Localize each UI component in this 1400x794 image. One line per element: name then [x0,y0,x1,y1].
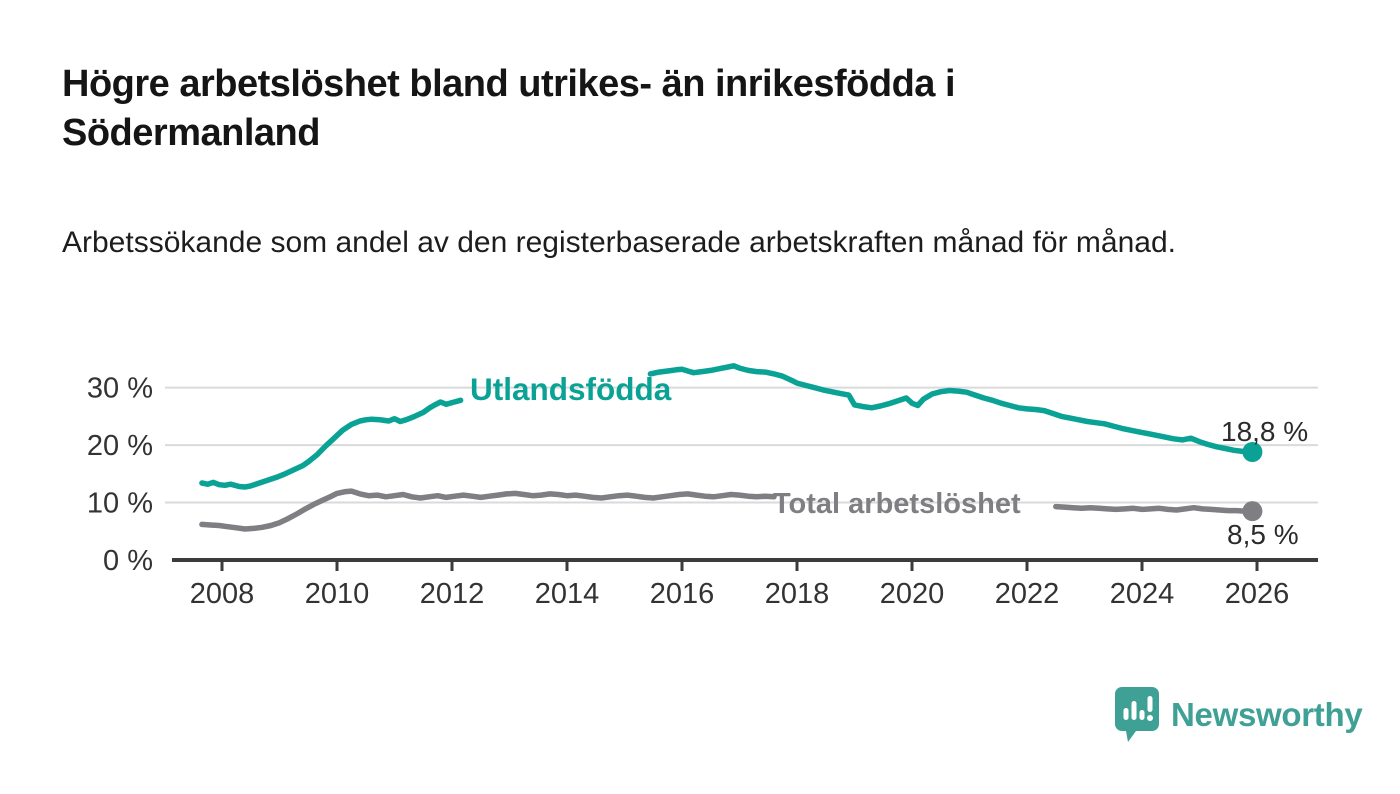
line-utlandsfodda-segment-0 [199,397,464,490]
y-tick-label-20: 20 % [87,430,153,462]
y-tick-label-30: 30 % [87,373,153,405]
x-axis: 2008 2010 2012 2014 2016 2018 2020 2022 2024 2026 [172,558,1318,610]
newsworthy-wordmark: Newsworthy [1171,696,1363,733]
x-tick-label-2018: 2018 [765,578,830,610]
newsworthy-logo: Newsworthy [1114,686,1363,744]
newsworthy-logo-icon [1115,687,1159,742]
y-tick-label-0: 0 % [103,545,153,577]
line-total-segment-0 [199,488,777,532]
line-total-segment-1 [1053,503,1256,514]
page-subtitle: Arbetssökande som andel av den registerb… [62,226,1176,259]
x-tick-label-2016: 2016 [650,578,715,610]
series-label-utlandsfodda: Utlandsfödda [470,371,672,407]
line-utlandsfodda-segment-1 [647,363,1256,455]
series-lines [199,363,1263,532]
page-title: Högre arbetslöshet bland utrikes- än inr… [62,63,956,154]
series-label-total-arbetsloshet: Total arbetslöshet [773,488,1021,520]
end-dot-total [1242,501,1263,522]
x-tick-label-2014: 2014 [535,578,600,610]
end-value-label-utlandsfodda: 18,8 % [1221,416,1308,447]
x-tick-label-2026: 2026 [1225,578,1290,610]
x-tick-label-2012: 2012 [420,578,485,610]
y-tick-label-10: 10 % [87,488,153,520]
gridlines [165,386,1318,504]
end-value-label-total: 8,5 % [1227,519,1299,550]
x-tick-label-2022: 2022 [995,578,1060,610]
x-tick-label-2024: 2024 [1110,578,1175,610]
y-axis-labels: 0 % 10 % 20 % 30 % [87,373,153,577]
end-dot-utlandsfodda [1242,441,1263,462]
x-tick-label-2020: 2020 [880,578,945,610]
x-tick-label-2008: 2008 [190,578,255,610]
x-tick-label-2010: 2010 [305,578,370,610]
